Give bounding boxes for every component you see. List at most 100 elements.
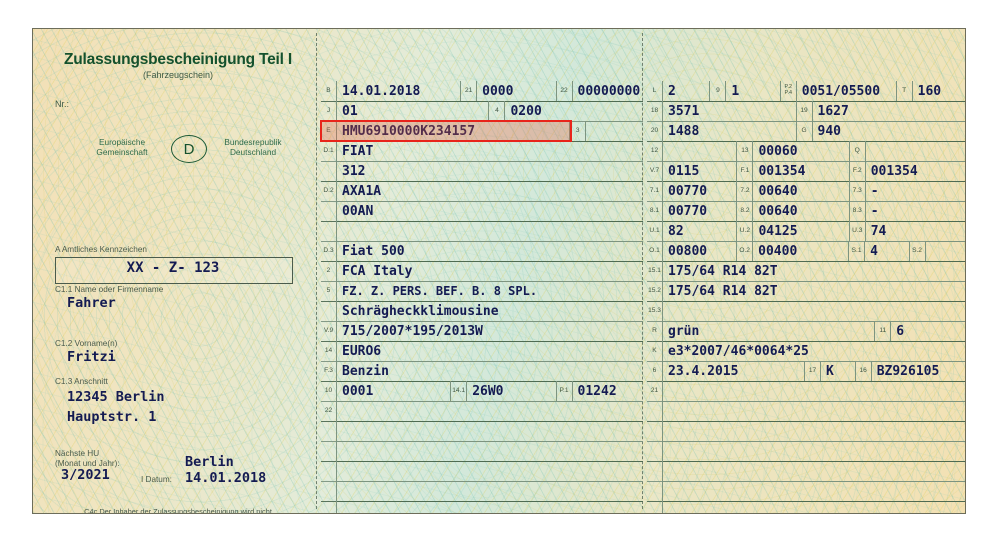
country-name-label: Bundesrepublik Deutschland: [224, 137, 282, 158]
field-cell: 15.1 175/64 R14 82T: [647, 261, 965, 281]
field-value: 26W0: [472, 383, 504, 399]
field-value: FCA Italy: [342, 263, 413, 279]
field-cell: J 01: [321, 101, 488, 121]
field-value: 00400: [758, 243, 798, 259]
field-cell: 22 00000000: [555, 81, 643, 101]
field-value: -: [870, 183, 879, 199]
table-row: V.9 715/2007*195/2013W: [321, 321, 643, 342]
field-code-label: 15.2: [647, 281, 663, 301]
field-code-label: E: [321, 121, 337, 141]
field-code-label: F.2: [849, 161, 866, 181]
table-row: [321, 421, 643, 442]
field-code-label: 11: [875, 321, 892, 341]
field-code-label: [647, 421, 663, 441]
field-cell: 11 6: [874, 321, 965, 341]
field-code-label: 7.1: [647, 181, 663, 201]
field-value: 23.4.2015: [668, 363, 739, 379]
field-code-label: [321, 481, 337, 501]
field-value: 01: [342, 103, 358, 119]
field-value: K: [826, 363, 834, 379]
table-row: D.3 Fiat 500: [321, 241, 643, 262]
field-value: 715/2007*195/2013W: [342, 323, 483, 339]
field-cell: O.2 00400: [736, 241, 848, 261]
field-value: 2: [668, 83, 676, 99]
field-cell: 12: [647, 141, 736, 161]
field-cell: D.1 FIAT: [321, 141, 643, 161]
field-cell: [647, 501, 965, 513]
field-code-label: O.1: [647, 241, 663, 261]
field-code-label: K: [647, 341, 663, 361]
field-cell: 10 0001: [321, 381, 450, 401]
field-code-label: G: [796, 121, 813, 141]
page-title: Zulassungsbescheinigung Teil I: [64, 51, 292, 68]
field-cell: 6 23.4.2015: [647, 361, 804, 381]
field-code-label: 17: [805, 361, 821, 381]
column-separator-right: [642, 33, 643, 509]
table-row: 21: [647, 381, 965, 402]
field-code-label: [321, 301, 337, 321]
field-code-label: [321, 221, 337, 241]
field-value: -: [870, 203, 879, 219]
field-code-label: [321, 421, 337, 441]
table-row: 00AN: [321, 201, 643, 222]
table-row: V.7 0115 F.1 001354 F.2 001354: [647, 161, 965, 182]
field-value: AXA1A: [342, 183, 382, 199]
field-code-label: 14: [321, 341, 337, 361]
address-line-1: 12345 Berlin: [67, 389, 165, 405]
field-value: 3571: [668, 103, 700, 119]
field-cell: 2 FCA Italy: [321, 261, 643, 281]
field-value: 00640: [758, 203, 798, 219]
table-row: [647, 461, 965, 482]
field-value: grün: [668, 323, 700, 339]
field-code-label: D.2: [321, 181, 337, 201]
field-cell: Q: [848, 141, 965, 161]
field-cell: 14 EURO6: [321, 341, 643, 361]
address-line-2: Hauptstr. 1: [67, 409, 157, 425]
field-cell: 19 1627: [795, 101, 965, 121]
field-code-label: J: [321, 101, 337, 121]
field-code-label: Q: [849, 141, 866, 161]
field-code-label: [321, 501, 337, 513]
field-cell: 20 1488: [647, 121, 796, 141]
field-code-label: 20: [647, 121, 663, 141]
table-row: [647, 441, 965, 462]
field-value: 00770: [668, 203, 708, 219]
table-row: [647, 421, 965, 442]
field-code-label: F.3: [321, 361, 337, 381]
field-value: 0000: [482, 83, 514, 99]
country-code-emblem: D: [171, 135, 207, 163]
field-cell: V.9 715/2007*195/2013W: [321, 321, 643, 341]
table-row: 8.1 00770 8.2 00640 8.3-: [647, 201, 965, 222]
field-code-label: O.2: [737, 241, 754, 261]
ownership-footnote: C4c Der Inhaber der Zulassungsbescheinig…: [84, 507, 272, 514]
field-code-label: 19: [796, 101, 813, 121]
field-code-label: [647, 481, 663, 501]
name-label: C1.1 Name oder Firmenname: [55, 285, 164, 294]
table-row: 20 1488 G 940: [647, 121, 965, 142]
field-cell: S.2: [908, 241, 965, 261]
table-row: [647, 401, 965, 422]
vehicle-registration-document: Zulassungsbescheinigung Teil I (Fahrzeug…: [32, 28, 966, 514]
plate-label: A Amtliches Kennzeichen: [55, 245, 147, 254]
field-value: e3*2007/46*0064*25: [668, 343, 809, 359]
field-value: 14.01.2018: [342, 83, 421, 99]
field-code-label: 5: [321, 281, 337, 301]
field-value: 82: [668, 223, 684, 239]
field-code-label: 21: [647, 381, 663, 401]
table-row: 312: [321, 161, 643, 182]
plate-box: [55, 257, 293, 284]
field-code-label: 9: [710, 81, 727, 101]
plate-value: XX - Z- 123: [126, 260, 220, 276]
field-value: 001354: [758, 163, 806, 179]
field-value: 04125: [758, 223, 798, 239]
field-cell: [647, 441, 965, 461]
field-value: 0001: [342, 383, 374, 399]
field-code-label: [321, 461, 337, 481]
field-value: 001354: [870, 163, 918, 179]
field-cell: U.2 04125: [736, 221, 848, 241]
field-code-label: L: [647, 81, 663, 101]
field-cell: B 14.01.2018: [321, 81, 460, 101]
table-row: 10 0001 14.1 26W0 P.1 01242: [321, 381, 643, 402]
